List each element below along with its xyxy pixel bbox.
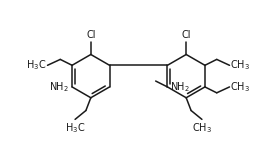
Text: Cl: Cl <box>181 30 191 40</box>
Text: NH$_2$: NH$_2$ <box>170 80 190 94</box>
Text: NH$_2$: NH$_2$ <box>49 80 69 94</box>
Text: H$_3$C: H$_3$C <box>26 58 47 72</box>
Text: CH$_3$: CH$_3$ <box>192 121 212 135</box>
Text: Cl: Cl <box>86 30 96 40</box>
Text: CH$_3$: CH$_3$ <box>230 80 250 94</box>
Text: H$_3$C: H$_3$C <box>65 121 85 135</box>
Text: CH$_3$: CH$_3$ <box>230 58 250 72</box>
